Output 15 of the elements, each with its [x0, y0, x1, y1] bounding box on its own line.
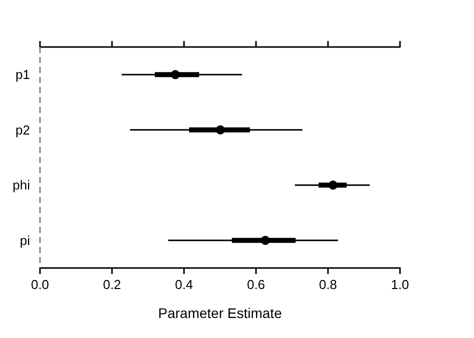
y-tick-label: pi: [20, 232, 30, 248]
x-tick-label: 1.0: [390, 277, 410, 292]
x-tick-label: 0.2: [102, 277, 122, 292]
point: [328, 180, 338, 190]
x-axis-title: Parameter Estimate: [158, 305, 282, 321]
y-tick-label: p1: [16, 67, 30, 82]
point: [260, 236, 270, 245]
y-tick-label: phi: [12, 178, 30, 193]
x-tick-label: 0.4: [174, 277, 194, 292]
point: [170, 70, 180, 80]
point: [216, 125, 225, 134]
x-tick-label: 0.6: [246, 277, 266, 292]
x-tick-label: 0.0: [30, 277, 50, 292]
x-tick-label: 0.8: [318, 277, 338, 292]
y-tick-label: p2: [16, 122, 30, 138]
